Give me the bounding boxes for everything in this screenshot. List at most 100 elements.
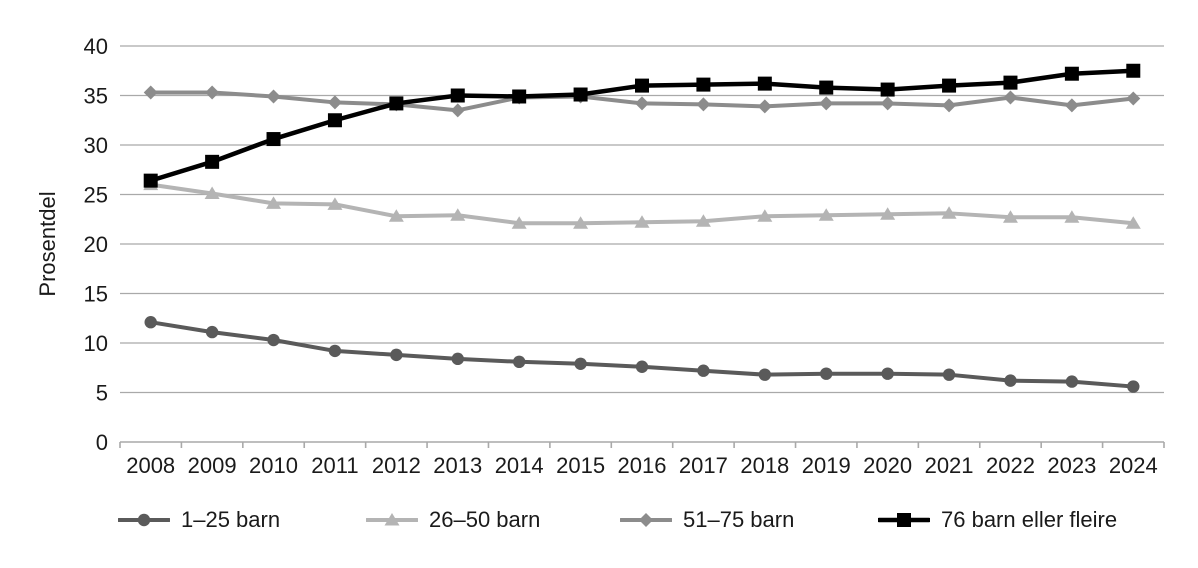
- circle-marker: [1127, 380, 1140, 393]
- diamond-marker: [635, 96, 649, 111]
- y-tick-label: 15: [84, 282, 108, 307]
- circle-marker: [144, 316, 157, 329]
- x-tick-label: 2017: [679, 453, 728, 478]
- circle-marker: [942, 368, 956, 381]
- x-tick-label: 2010: [249, 453, 298, 478]
- y-tick-label: 0: [96, 430, 108, 455]
- triangle-marker: [450, 208, 466, 221]
- diamond-marker: [1064, 98, 1079, 113]
- triangle-marker: [757, 209, 773, 222]
- triangle-marker: [1064, 210, 1080, 223]
- series-square: [143, 63, 1141, 188]
- y-tick-label: 40: [84, 34, 108, 59]
- x-tick-label: 2014: [495, 453, 544, 478]
- x-tick-label: 2011: [311, 453, 358, 478]
- square-marker: [389, 96, 404, 111]
- square-marker: [880, 82, 895, 97]
- diamond-marker: [1126, 91, 1141, 106]
- diamond-marker: [819, 96, 834, 111]
- square-marker: [327, 113, 342, 128]
- circle-marker: [328, 344, 342, 358]
- diamond-marker: [696, 97, 711, 112]
- y-tick-label: 35: [84, 84, 108, 109]
- circle-marker: [1065, 375, 1079, 388]
- x-tick-label: 2022: [986, 453, 1035, 478]
- x-tick-label: 2020: [863, 453, 912, 478]
- circle-marker: [512, 355, 526, 369]
- x-tick-label: 2015: [556, 453, 605, 478]
- y-axis-tick-labels: 0 5 10 15 20 25 30 35 40: [84, 34, 108, 455]
- triangle-marker: [266, 196, 282, 209]
- triangle-marker: [695, 214, 711, 227]
- square-marker: [696, 77, 711, 92]
- square-marker: [573, 87, 588, 102]
- series-circle: [144, 316, 1140, 393]
- diamond-marker: [266, 89, 281, 104]
- y-tick-label: 10: [84, 331, 108, 356]
- square-marker: [143, 173, 158, 188]
- y-axis-title: Prosentdel: [35, 191, 60, 297]
- triangle-marker: [880, 207, 896, 220]
- x-tick-label: 2018: [740, 453, 789, 478]
- square-marker: [757, 76, 772, 91]
- diamond-marker: [880, 96, 895, 111]
- circle-marker: [205, 325, 219, 339]
- x-axis-tick-labels: 2008 2009 2010 2011 2012 2013 2014 2015 2016 2017…: [126, 453, 1158, 478]
- y-tick-label: 25: [84, 183, 108, 208]
- y-tick-label: 30: [84, 133, 108, 158]
- series-triangle: [143, 177, 1141, 229]
- diamond-marker: [205, 85, 220, 100]
- triangle-marker: [818, 208, 834, 221]
- triangle-marker: [1002, 210, 1018, 223]
- circle-marker: [758, 368, 772, 381]
- square-marker: [1126, 63, 1141, 78]
- circle-marker: [635, 360, 649, 373]
- triangle-marker: [327, 197, 343, 210]
- triangle-marker: [204, 186, 220, 200]
- data-series: [143, 63, 1141, 393]
- triangle-marker: [388, 209, 404, 222]
- x-tick-label: 2019: [802, 453, 851, 478]
- circle-marker: [574, 357, 587, 370]
- square-marker: [942, 78, 957, 93]
- square-marker: [635, 78, 649, 93]
- circle-marker: [697, 364, 710, 377]
- square-marker: [450, 88, 465, 103]
- y-tick-label: 20: [84, 232, 108, 257]
- x-tick-label: 2009: [188, 453, 237, 478]
- series-line: [148, 320, 1136, 389]
- diamond-marker: [143, 85, 158, 100]
- diamond-marker: [942, 98, 957, 113]
- circle-marker: [451, 352, 464, 366]
- triangle-marker: [941, 206, 957, 219]
- x-tick-label: 2013: [433, 453, 482, 478]
- triangle-marker: [634, 215, 650, 228]
- y-tick-label: 5: [96, 381, 108, 406]
- circle-marker: [390, 348, 403, 362]
- diamond-marker: [450, 103, 465, 118]
- x-tick-label: 2008: [126, 453, 175, 478]
- triangle-marker: [511, 216, 527, 229]
- circle-marker: [1004, 374, 1017, 387]
- circle-marker: [820, 367, 833, 380]
- diamond-marker: [327, 95, 342, 110]
- triangle-marker: [1125, 216, 1141, 229]
- diamond-marker: [1003, 90, 1018, 105]
- square-marker: [205, 154, 220, 169]
- circle-marker: [881, 367, 894, 380]
- square-marker: [266, 132, 281, 147]
- x-tick-label: 2024: [1109, 453, 1158, 478]
- x-tick-label: 2012: [372, 453, 421, 478]
- circle-marker: [267, 333, 280, 347]
- x-tick-label: 2021: [925, 453, 974, 478]
- diamond-marker: [757, 99, 772, 114]
- square-marker: [819, 80, 834, 95]
- x-axis: [119, 441, 1165, 448]
- square-marker: [512, 89, 527, 104]
- x-tick-label: 2016: [618, 453, 667, 478]
- square-marker: [1003, 75, 1018, 90]
- triangle-marker: [573, 216, 589, 229]
- square-marker: [1064, 66, 1079, 81]
